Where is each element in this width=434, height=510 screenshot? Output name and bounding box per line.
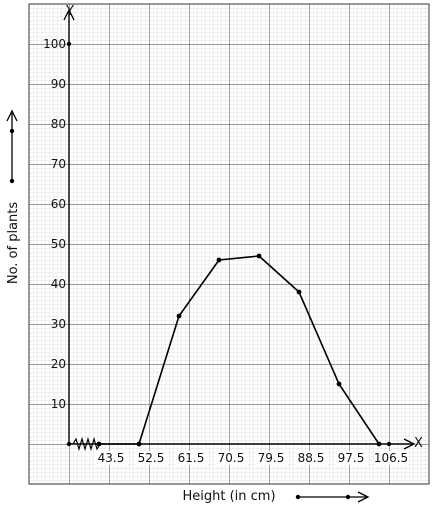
series-line <box>99 255 380 445</box>
y-tick-label: 90 <box>51 77 66 91</box>
x-end-dot <box>386 441 392 447</box>
data-point <box>336 381 342 387</box>
data-point <box>136 441 142 447</box>
y-axis-arrowhead <box>63 8 75 21</box>
x-tick-label-background <box>214 451 248 465</box>
y-scale-arrow-icon <box>6 109 18 184</box>
x-axis-title: Height (in cm) <box>182 489 275 504</box>
axis-break-zigzag <box>72 436 101 452</box>
x-tick-label: 79.5 <box>258 451 285 465</box>
x-tick-label: 106.5 <box>374 451 408 465</box>
origin-dot <box>66 441 72 447</box>
x-tick-label: 52.5 <box>138 451 165 465</box>
y-tick-label: 30 <box>51 317 66 331</box>
x-tick-label-background <box>374 451 408 465</box>
x-tick-label: 70.5 <box>218 451 245 465</box>
x-tick-label: 97.5 <box>338 451 365 465</box>
x-axis-arrowhead <box>403 438 416 450</box>
data-point <box>96 441 102 447</box>
x-tick-label-background <box>334 451 368 465</box>
y-tick-label: 10 <box>51 397 66 411</box>
x-scale-arrow-icon <box>295 491 370 503</box>
x-tick-label: 43.5 <box>98 451 125 465</box>
y-axis-title: No. of plants <box>6 202 21 285</box>
x-tick-label-background <box>134 451 168 465</box>
y-tick-label: 100 <box>43 37 66 51</box>
y-tick-labels: 10 20 30 40 50 60 70 80 90 100 <box>43 37 66 411</box>
data-point <box>176 313 182 319</box>
y-max-dot <box>66 41 72 47</box>
y-tick-label: 50 <box>51 237 66 251</box>
y-tick-label: 70 <box>51 157 66 171</box>
series-layer <box>96 253 382 447</box>
x-tick-label-background <box>294 451 328 465</box>
y-axis-title-group: No. of plants <box>6 109 21 285</box>
data-point <box>216 257 222 263</box>
y-tick-label: 20 <box>51 357 66 371</box>
y-tick-label: 60 <box>51 197 66 211</box>
x-tick-label-background <box>174 451 208 465</box>
x-tick-label: 88.5 <box>298 451 325 465</box>
data-point <box>256 253 262 259</box>
y-tick-label: 40 <box>51 277 66 291</box>
y-tick-label: 80 <box>51 117 66 131</box>
data-point <box>376 441 382 447</box>
x-axis-title-group: Height (in cm) <box>182 489 370 504</box>
data-point <box>296 289 302 295</box>
x-axis-letter: X <box>414 436 423 451</box>
graph-paper-grid <box>28 3 430 485</box>
x-tick-labels: 43.5 52.5 61.5 70.5 79.5 88.5 97.5 106.5 <box>94 451 408 465</box>
x-tick-label-background <box>94 451 128 465</box>
x-tick-label-background <box>254 451 288 465</box>
x-tick-label: 61.5 <box>178 451 205 465</box>
y-axis-letter: Y <box>65 4 74 19</box>
